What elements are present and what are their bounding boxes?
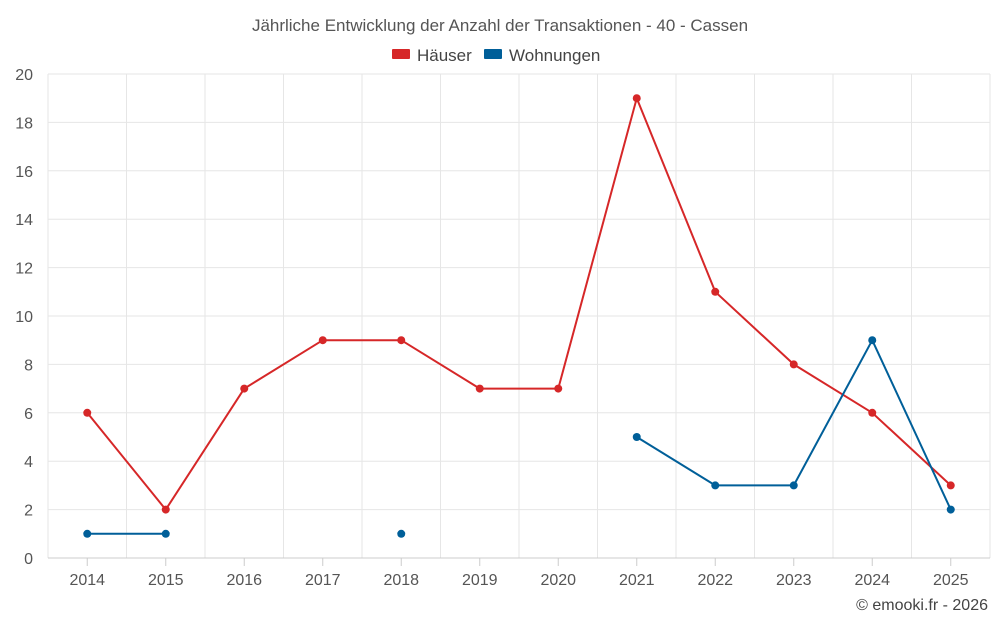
x-tick-label: 2022 [697,572,733,589]
legend: Häuser Wohnungen [392,46,600,65]
legend-item-wohnungen[interactable]: Wohnungen [484,46,600,65]
y-tick-label: 2 [24,503,33,520]
data-point-hauser-2017[interactable] [318,336,327,345]
series-layer [83,94,955,538]
y-tick-label: 16 [15,164,33,181]
data-point-hauser-2025[interactable] [946,481,955,490]
y-tick-label: 10 [15,309,33,326]
data-point-hauser-2019[interactable] [475,384,484,393]
grid [47,73,991,559]
data-point-hauser-2014[interactable] [83,408,92,417]
y-tick-label: 14 [15,212,33,229]
data-point-wohnungen-2014[interactable] [83,529,92,538]
data-point-hauser-2015[interactable] [161,505,170,514]
chart-title: Jährliche Entwicklung der Anzahl der Tra… [252,16,748,35]
legend-item-hauser[interactable]: Häuser [392,46,472,65]
x-axis: 2014 2015 2016 2017 2018 2019 2020 2021 2022 2023… [48,557,990,589]
x-tick-label: 2018 [383,572,419,589]
x-tick-label: 2020 [540,572,576,589]
x-tick-label: 2023 [776,572,812,589]
series-hauser [83,94,955,514]
data-point-hauser-2016[interactable] [240,384,249,393]
y-tick-label: 8 [24,357,33,374]
x-tick-label: 2019 [462,572,498,589]
credit-text: © emooki.fr - 2026 [856,597,988,614]
series-line-hauser [86,97,952,511]
data-point-wohnungen-2018[interactable] [397,529,406,538]
data-point-hauser-2018[interactable] [397,336,406,345]
data-point-wohnungen-2021[interactable] [632,433,641,441]
x-tick-label: 2014 [69,572,105,589]
legend-swatch-hauser [392,49,410,59]
x-tick-label: 2016 [226,572,262,589]
x-tick-label: 2025 [933,572,969,589]
data-point-hauser-2021[interactable] [632,94,641,103]
x-tick-label: 2021 [619,572,655,589]
y-tick-label: 12 [15,261,33,278]
data-point-wohnungen-2022[interactable] [711,481,720,490]
y-tick-label: 18 [15,115,33,132]
data-point-hauser-2024[interactable] [868,408,877,417]
y-axis: 0 2 4 6 8 10 12 14 16 18 20 [15,67,33,568]
series-wohnungen [83,336,955,538]
y-tick-label: 20 [15,67,33,84]
data-point-hauser-2020[interactable] [554,384,563,393]
x-tick-label: 2017 [305,572,341,589]
x-tick-label: 2015 [148,572,184,589]
legend-label-wohnungen: Wohnungen [509,46,600,65]
legend-swatch-wohnungen [484,49,502,59]
data-point-hauser-2022[interactable] [711,287,720,296]
y-tick-label: 6 [24,406,33,423]
x-tick-label: 2024 [854,572,890,589]
data-point-wohnungen-2025[interactable] [946,505,955,514]
y-tick-label: 4 [24,454,33,471]
legend-label-hauser: Häuser [417,46,472,65]
data-point-wohnungen-2015[interactable] [161,529,170,538]
data-point-hauser-2023[interactable] [789,360,798,369]
data-point-wohnungen-2024[interactable] [868,336,877,345]
y-tick-label: 0 [24,551,33,568]
data-point-wohnungen-2023[interactable] [789,481,798,490]
